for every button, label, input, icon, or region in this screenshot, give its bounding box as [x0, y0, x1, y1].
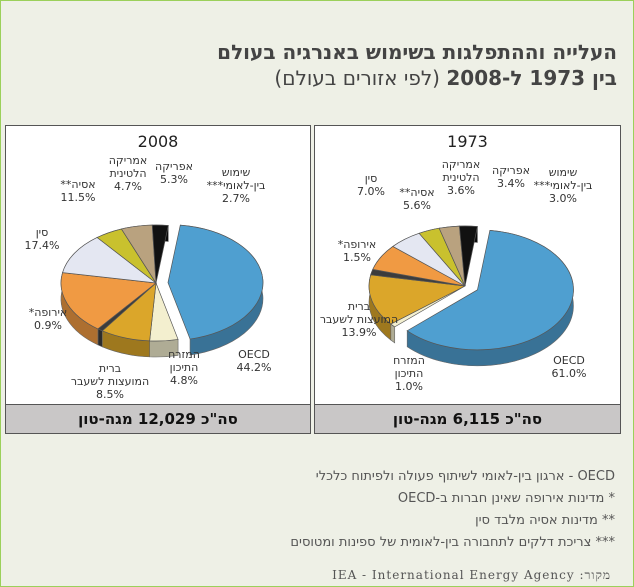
slice-label-value: 44.2%: [237, 361, 272, 374]
slice-label-former_ussr: ברית המועצות לשעבר 13.9%: [320, 300, 398, 339]
slice-label-value: 7.0%: [357, 185, 385, 198]
chart-total-2008: סה"כ 12,029 מגה-טון: [6, 404, 310, 433]
slice-label-name: הלטינית: [442, 171, 479, 184]
slice-label-europe: אירופה* 0.9%: [29, 306, 68, 332]
slice-label-name: סין: [365, 172, 378, 185]
pie-slice-side-europe: [97, 328, 103, 348]
pie-tops: [60, 224, 264, 342]
slice-label-name: המזרח: [168, 348, 200, 361]
slice-label-name: אמריקה: [109, 154, 147, 167]
slice-label-asia: אסיה** 5.6%: [399, 186, 434, 212]
pie-slices: [60, 224, 264, 358]
title-line-1: העלייה וההתפלגות בשימוש באנרגיה בעולם: [217, 40, 617, 64]
slice-label-name: סין: [36, 226, 49, 239]
slice-label-asia: אסיה** 11.5%: [60, 178, 95, 204]
slice-label-name: שימוש: [549, 166, 578, 179]
page-title: העלייה וההתפלגות בשימוש באנרגיה בעולם בי…: [17, 39, 617, 91]
slice-label-value: 2.7%: [222, 192, 250, 205]
slice-label-name: אפריקה: [155, 160, 193, 173]
slice-label-value: 3.4%: [497, 177, 525, 190]
slice-label-OECD: OECD 61.0%: [552, 354, 587, 380]
slice-label-latin_america: אמריקה הלטינית 3.6%: [442, 158, 480, 197]
slice-label-name: אמריקה: [442, 158, 480, 171]
slice-label-name: אירופה*: [338, 238, 377, 251]
pie-slice-china: [60, 272, 157, 330]
slice-label-value: 13.9%: [342, 326, 377, 339]
slice-label-africa: אפריקה 5.3%: [155, 160, 193, 186]
slice-label-name: המועצות לשעבר: [320, 313, 398, 326]
slice-label-value: 8.5%: [96, 388, 124, 401]
pie-slice-asia: [62, 237, 158, 284]
slice-label-china: סין 7.0%: [357, 172, 385, 198]
source-credit: מקור: IEA - International Energy Agency: [332, 568, 611, 582]
slice-label-name: התיכון: [395, 367, 424, 380]
slice-label-latin_america: אמריקה הלטינית 4.7%: [109, 154, 147, 193]
pie-tops: [368, 225, 574, 351]
slice-label-value: 1.5%: [343, 251, 371, 264]
slice-label-china: סין 17.4%: [25, 226, 60, 252]
slice-label-OECD: OECD 44.2%: [237, 348, 272, 374]
pie-slice-bunkers: [459, 225, 478, 287]
pie-slice-bunkers: [151, 224, 169, 284]
slice-label-middle_east: המזרח התיכון 1.0%: [393, 354, 425, 393]
footnote-asia: ** מדינות אסיה מלבד סין: [475, 513, 615, 528]
slice-label-value: 3.0%: [549, 192, 577, 205]
slice-label-name: אסיה**: [60, 178, 95, 191]
chart-panel-1973: 1973 OECD 61.0% המזרח התיכון 1.0% ברית המועצות…: [314, 125, 621, 434]
slice-label-value: 4.7%: [114, 180, 142, 193]
slice-label-name: אירופה*: [29, 306, 68, 319]
slice-label-name: ברית: [348, 300, 370, 313]
title-line-2-years: בין 1973 ל-2008: [446, 66, 617, 90]
slice-label-value: 0.9%: [34, 319, 62, 332]
title-line-2-sub: (לפי אזורים בעולם): [274, 66, 440, 90]
slice-label-name: המזרח: [393, 354, 425, 367]
slice-label-value: 4.8%: [170, 374, 198, 387]
slice-label-name: התיכון: [170, 361, 199, 374]
slice-label-value: 5.3%: [160, 173, 188, 186]
slice-label-value: 5.6%: [403, 199, 431, 212]
slice-label-name: בין-לאומי***: [534, 179, 593, 192]
pie-slice-OECD: [406, 229, 574, 351]
slice-label-middle_east: המזרח התיכון 4.8%: [168, 348, 200, 387]
slice-label-name: אסיה**: [399, 186, 434, 199]
pie-slice-former_ussr: [368, 274, 467, 325]
slice-label-bunkers: שימוש בין-לאומי*** 3.0%: [534, 166, 593, 205]
slice-label-name: OECD: [553, 354, 585, 367]
slice-label-name: ברית: [99, 362, 121, 375]
slice-label-name: OECD: [238, 348, 270, 361]
footnote-europe: * מדינות אירופה שאינן חברות ב-OECD: [397, 491, 615, 506]
pie-chart-1973: OECD 61.0% המזרח התיכון 1.0% ברית המועצות לשעב…: [320, 158, 593, 393]
slice-label-europe: אירופה* 1.5%: [338, 238, 377, 264]
slice-label-value: 3.6%: [447, 184, 475, 197]
pie-slices: [368, 225, 574, 367]
slice-label-former_ussr: ברית המועצות לשעבר 8.5%: [71, 362, 149, 401]
slice-label-name: אפריקה: [492, 164, 530, 177]
slice-label-name: הלטינית: [109, 167, 146, 180]
slice-label-value: 61.0%: [552, 367, 587, 380]
pie-chart-2008: OECD 44.2% המזרח התיכון 4.8% ברית המועצות לשעב…: [25, 154, 272, 401]
slice-label-name: המועצות לשעבר: [71, 375, 149, 388]
slice-label-name: בין-לאומי***: [207, 179, 266, 192]
slice-label-name: שימוש: [222, 166, 251, 179]
footnotes: OECD - ארגון בין-לאומי לשיתוף פעולה ולפי…: [15, 466, 615, 554]
slice-label-value: 17.4%: [25, 239, 60, 252]
slice-label-value: 11.5%: [61, 191, 96, 204]
pie-slice-OECD: [167, 224, 264, 340]
chart-total-1973: סה"כ 6,115 מגה-טון: [315, 404, 620, 433]
chart-panel-2008: 2008 OECD 44.2% המזרח התיכון 4.8% ברית המועצות…: [5, 125, 311, 434]
footnote-oecd: OECD - ארגון בין-לאומי לשיתוף פעולה ולפי…: [315, 469, 615, 484]
pie-labels: OECD 61.0% המזרח התיכון 1.0% ברית המועצות לשעב…: [320, 158, 593, 393]
pie-labels: OECD 44.2% המזרח התיכון 4.8% ברית המועצות לשעב…: [25, 154, 272, 401]
slice-label-africa: אפריקה 3.4%: [492, 164, 530, 190]
title-line-2: בין 1973 ל-2008 (לפי אזורים בעולם): [17, 65, 617, 91]
chart-year-2008: 2008: [137, 132, 179, 151]
slice-label-bunkers: שימוש בין-לאומי*** 2.7%: [207, 166, 266, 205]
chart-year-1973: 1973: [447, 132, 488, 151]
footnote-bunkers: *** צריכת דלקים לתחבורה בין-לאומית של ספ…: [290, 535, 615, 550]
slice-label-value: 1.0%: [395, 380, 423, 393]
